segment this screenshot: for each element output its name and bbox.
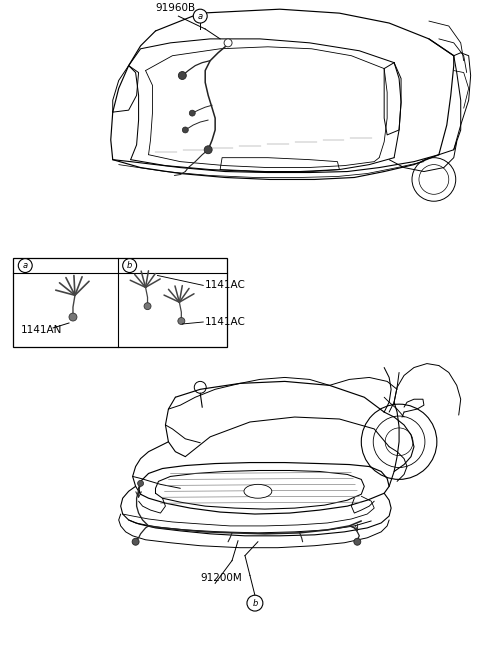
Text: b: b bbox=[127, 261, 132, 270]
Ellipse shape bbox=[244, 484, 272, 498]
Text: 1141AC: 1141AC bbox=[205, 317, 246, 327]
Circle shape bbox=[354, 539, 361, 545]
Text: 1141AC: 1141AC bbox=[205, 280, 246, 291]
Text: 91960B: 91960B bbox=[156, 3, 196, 13]
Circle shape bbox=[18, 258, 32, 272]
Text: b: b bbox=[252, 599, 258, 607]
Circle shape bbox=[204, 146, 212, 154]
Text: a: a bbox=[23, 261, 28, 270]
Bar bbox=[13, 258, 227, 347]
Circle shape bbox=[189, 110, 195, 116]
Circle shape bbox=[69, 313, 77, 321]
Circle shape bbox=[178, 318, 185, 325]
Circle shape bbox=[138, 480, 144, 486]
Circle shape bbox=[193, 9, 207, 23]
Text: a: a bbox=[198, 12, 203, 20]
Text: 91200M: 91200M bbox=[200, 573, 242, 583]
Circle shape bbox=[182, 127, 188, 133]
Circle shape bbox=[132, 539, 139, 545]
Circle shape bbox=[179, 72, 186, 79]
Circle shape bbox=[224, 39, 232, 47]
Circle shape bbox=[247, 595, 263, 611]
Text: 1141AN: 1141AN bbox=[21, 325, 63, 335]
Circle shape bbox=[144, 302, 151, 310]
Circle shape bbox=[123, 258, 137, 272]
